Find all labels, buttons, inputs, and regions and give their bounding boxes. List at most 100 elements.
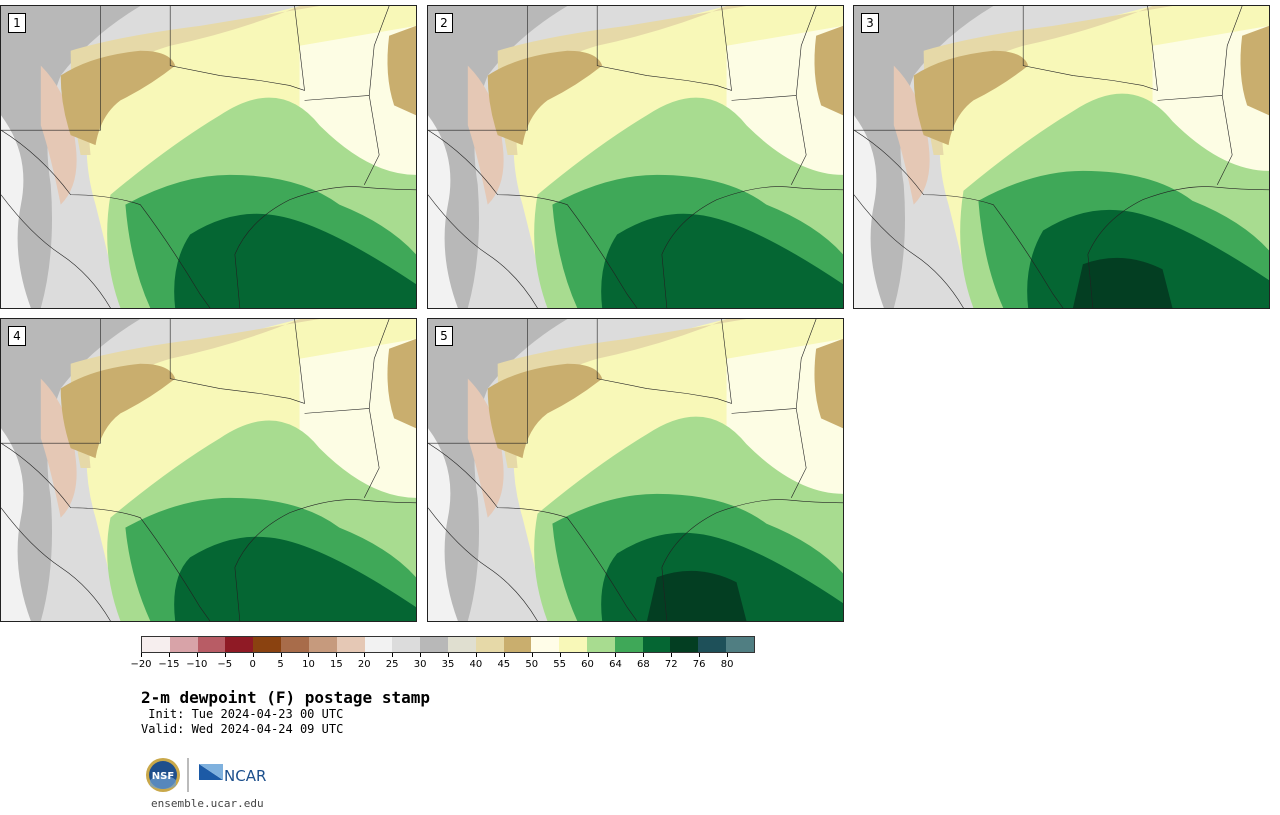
- state-border: [854, 6, 954, 131]
- field-45-east: [387, 25, 416, 116]
- field-15: [467, 378, 504, 518]
- colorbar-swatch: [587, 637, 615, 652]
- colorbar-tick: [475, 653, 477, 657]
- dewpoint-map: [1, 319, 416, 621]
- colorbar-swatch: [336, 637, 365, 652]
- dewpoint-map: [1, 6, 416, 308]
- colorbar-tick-label: 60: [581, 659, 594, 670]
- colorbar-swatch: [169, 637, 198, 652]
- colorbar-tick: [503, 653, 505, 657]
- field-68: [174, 536, 416, 621]
- state-border: [368, 6, 390, 96]
- panel-number-label: 5: [435, 326, 453, 346]
- colorbar-tick: [699, 653, 701, 657]
- field-40: [497, 6, 747, 156]
- map-panel-2[interactable]: 2: [427, 5, 844, 309]
- colorbar-tick: [448, 653, 449, 657]
- colorbar-tick-label: 64: [609, 659, 622, 670]
- map-panel-5[interactable]: 5: [427, 318, 844, 622]
- field-45-east: [814, 25, 843, 116]
- ncar-logo-text: NCAR: [224, 767, 266, 785]
- colorbar-tick-label: −5: [217, 659, 233, 670]
- state-border: [1, 319, 101, 444]
- colorbar-tick-label: 0: [249, 659, 256, 670]
- colorbar-swatch: [281, 637, 309, 652]
- state-border: [795, 319, 817, 409]
- state-border: [304, 408, 380, 498]
- colorbar-tick: [252, 653, 254, 657]
- field-30: [428, 319, 568, 621]
- state-border: [596, 6, 732, 91]
- country-border: [428, 442, 638, 621]
- state-border: [169, 319, 305, 404]
- site-url[interactable]: ensemble.ucar.edu: [151, 797, 264, 810]
- coastline: [661, 186, 843, 308]
- coastline: [234, 186, 416, 308]
- colorbar-tick: [168, 653, 170, 657]
- state-border: [304, 95, 380, 185]
- field-30: [428, 6, 568, 308]
- field-45: [487, 50, 603, 146]
- colorbar-tick-label: 35: [441, 659, 455, 670]
- colorbar-tick-label: 55: [553, 659, 566, 670]
- field-20: [428, 115, 458, 308]
- state-border: [596, 319, 732, 404]
- field-40: [70, 319, 320, 469]
- colorbar-swatch: [447, 637, 476, 652]
- figure-title: 2-m dewpoint (F) postage stamp: [141, 688, 430, 707]
- state-border: [731, 408, 807, 498]
- colorbar-tick: [364, 653, 366, 657]
- coastline: [234, 499, 416, 621]
- colorbar-ticks: −20 −15 −10 −5 0 5 10 15 20 25 30 35 40 45 50 55 60 64 68 7…: [130, 653, 755, 675]
- field-30: [1, 6, 141, 308]
- field-20: [1, 428, 31, 621]
- coastline-mexico: [854, 194, 964, 308]
- colorbar-tick: [308, 653, 310, 657]
- state-border: [368, 319, 390, 409]
- colorbar-swatch: [670, 637, 699, 652]
- colorbar-swatch: [392, 637, 421, 652]
- field-45: [60, 363, 176, 459]
- colorbar-tick-label: 10: [302, 659, 315, 670]
- colorbar-tick-label: 5: [277, 659, 284, 670]
- nsf-logo-text: NSF: [152, 771, 174, 782]
- colorbar-tick: [615, 653, 617, 657]
- map-panel-1[interactable]: 1: [0, 5, 417, 309]
- colorbar-swatch: [197, 637, 226, 652]
- state-border: [1157, 95, 1233, 185]
- map-panel-4[interactable]: 4: [0, 318, 417, 622]
- country-border: [428, 129, 638, 308]
- state-border: [1221, 6, 1243, 96]
- colorbar-swatch: [559, 637, 587, 652]
- colorbar-tick-label: 68: [636, 659, 650, 670]
- field-68: [174, 213, 416, 308]
- dewpoint-map: [428, 6, 843, 308]
- field-45: [913, 50, 1029, 146]
- colorbar-swatch: [253, 637, 282, 652]
- colorbar-swatch: [531, 637, 560, 652]
- colorbar-tick: [392, 653, 394, 657]
- colorbar-tick-label: 76: [692, 659, 706, 670]
- colorbar-tick: [336, 653, 338, 657]
- colorbar-tick-label: 40: [469, 659, 483, 670]
- colorbar-tick: [559, 653, 561, 657]
- state-border: [169, 6, 305, 91]
- colorbar-swatch: [142, 637, 170, 652]
- field-45: [487, 363, 603, 459]
- panel-number-label: 3: [861, 13, 879, 33]
- map-panel-3[interactable]: 3: [853, 5, 1270, 309]
- field-40: [497, 319, 747, 469]
- field-15: [40, 65, 77, 205]
- colorbar-swatch: [420, 637, 448, 652]
- panel-number-label: 4: [8, 326, 26, 346]
- coastline: [1087, 186, 1269, 308]
- dewpoint-map: [428, 319, 843, 621]
- colorbar-tick: [671, 653, 673, 657]
- colorbar-tick-label: 30: [413, 659, 427, 670]
- colorbar-swatch: [364, 637, 393, 652]
- nsf-ncar-logo: NSF NCAR: [146, 758, 266, 792]
- country-border: [1, 129, 211, 308]
- field-40: [923, 6, 1173, 156]
- valid-time: Valid: Wed 2024-04-24 09 UTC: [141, 722, 344, 736]
- panel-number-label: 2: [435, 13, 453, 33]
